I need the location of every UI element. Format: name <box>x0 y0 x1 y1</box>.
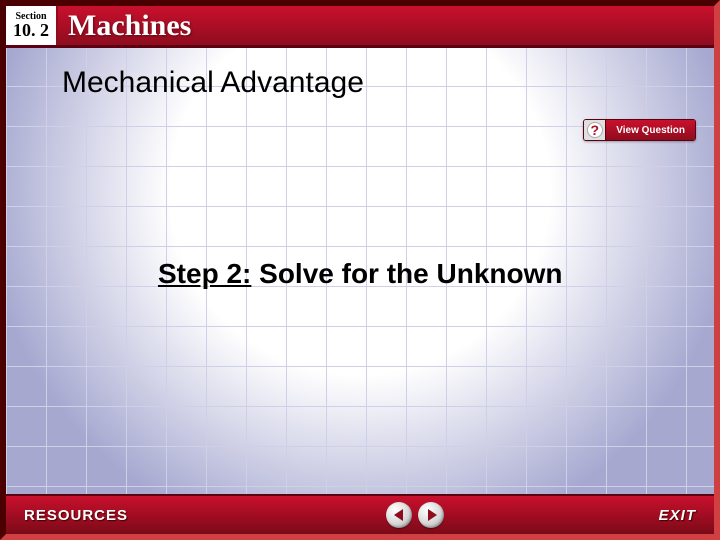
step-instruction: Step 2: Solve for the Unknown <box>158 258 563 290</box>
prev-button[interactable] <box>386 502 412 528</box>
resources-button[interactable]: RESOURCES <box>24 507 128 524</box>
section-box: Section 10. 2 <box>6 6 58 45</box>
chevron-right-icon <box>428 509 437 521</box>
step-label: Step 2: <box>158 258 251 289</box>
nav-group <box>386 502 444 528</box>
step-text: Solve for the Unknown <box>251 258 562 289</box>
header-title: Machines <box>58 6 714 45</box>
section-number: 10. 2 <box>13 20 49 41</box>
footer-bar: RESOURCES EXIT <box>6 494 714 534</box>
help-icon: ? <box>584 120 606 140</box>
view-question-label: View Question <box>606 120 695 140</box>
view-question-button[interactable]: ? View Question <box>583 119 696 141</box>
slide-frame: Section 10. 2 Machines Mechanical Advant… <box>0 0 720 540</box>
chevron-left-icon <box>394 509 403 521</box>
content-title: Mechanical Advantage <box>62 66 364 100</box>
exit-button[interactable]: EXIT <box>659 507 696 524</box>
next-button[interactable] <box>418 502 444 528</box>
header-bar: Section 10. 2 Machines <box>6 6 714 48</box>
